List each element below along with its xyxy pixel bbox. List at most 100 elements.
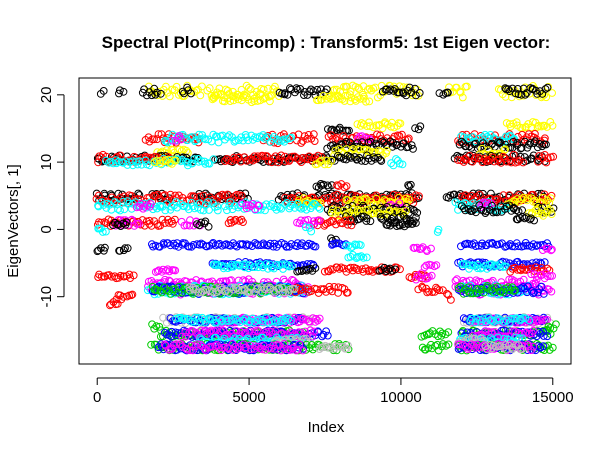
data-point-yellow [403, 83, 412, 92]
data-point-red [194, 138, 203, 147]
data-point-blue [185, 242, 194, 251]
data-point-gray [232, 284, 241, 293]
data-point-cyan [120, 205, 129, 214]
data-point-magenta [161, 275, 169, 284]
data-point-magenta [237, 327, 245, 336]
data-point-yellow [401, 207, 410, 215]
data-point-black [292, 84, 301, 92]
data-point-cyan [259, 131, 268, 139]
data-point-cyan [201, 160, 210, 168]
data-point-magenta [312, 315, 321, 323]
data-point-red [110, 272, 119, 281]
data-point-red [338, 219, 347, 228]
data-point-gray [290, 285, 299, 293]
data-point-yellow [365, 118, 373, 127]
data-point-cyan [315, 204, 324, 213]
data-point-gray [322, 343, 331, 352]
data-point-cyan [271, 318, 280, 327]
data-point-magenta [192, 276, 201, 284]
data-point-magenta [473, 340, 481, 349]
data-point-red [303, 134, 312, 143]
data-point-red [334, 289, 343, 297]
data-point-yellow [305, 199, 314, 208]
data-point-black [457, 137, 466, 146]
data-point-magenta [523, 340, 532, 349]
data-point-yellow [523, 194, 532, 203]
data-point-blue [173, 239, 182, 248]
data-point-red [168, 219, 177, 228]
data-point-green [147, 340, 156, 349]
data-point-green [427, 340, 435, 349]
data-point-black [101, 243, 109, 252]
data-point-magenta [417, 269, 426, 278]
data-point-yellow [171, 156, 180, 165]
data-point-red [330, 283, 339, 291]
data-point-cyan [229, 315, 238, 324]
data-point-red [269, 154, 278, 163]
data-point-cyan [151, 202, 160, 211]
data-point-black [474, 189, 483, 198]
data-point-black [453, 151, 462, 160]
data-point-yellow [545, 198, 554, 207]
data-point-black [446, 191, 455, 200]
data-point-blue [311, 242, 320, 251]
data-point-magenta [413, 271, 422, 280]
data-point-cyan [466, 261, 474, 270]
data-point-red [310, 137, 319, 146]
data-point-red [538, 139, 547, 148]
data-point-cyan [288, 262, 296, 271]
data-point-gray [159, 313, 168, 322]
data-point-yellow [405, 195, 413, 204]
x-tick-label: 5000 [232, 389, 265, 406]
data-point-cyan [191, 137, 199, 146]
data-point-black [405, 182, 414, 191]
data-point-black [197, 218, 206, 227]
data-point-red [157, 130, 166, 139]
data-point-red [264, 157, 273, 165]
data-point-cyan [287, 133, 296, 142]
data-point-cyan [187, 198, 196, 207]
data-point-yellow [403, 198, 411, 206]
data-point-yellow [210, 94, 218, 103]
data-point-red [231, 215, 240, 224]
data-point-black [345, 126, 353, 135]
data-point-cyan [205, 206, 213, 214]
data-point-cyan [270, 203, 279, 212]
data-point-green [166, 290, 175, 298]
data-point-cyan [196, 318, 205, 326]
data-point-red [341, 216, 350, 225]
data-point-cyan [525, 316, 534, 325]
data-point-cyan [212, 261, 221, 270]
data-point-cyan [521, 314, 530, 323]
data-point-red [347, 221, 356, 230]
data-point-blue [529, 289, 537, 298]
data-point-black [541, 85, 550, 93]
data-point-cyan [295, 203, 304, 211]
data-point-black [119, 246, 128, 255]
data-point-cyan [234, 136, 243, 145]
data-point-magenta [188, 327, 197, 336]
data-point-yellow [180, 92, 189, 100]
data-point-cyan [225, 317, 233, 326]
data-point-red [443, 289, 451, 298]
data-point-cyan [362, 253, 371, 262]
data-point-magenta [519, 275, 528, 284]
data-point-yellow [544, 83, 553, 91]
data-point-black [398, 220, 407, 229]
data-point-magenta [533, 272, 542, 280]
data-point-cyan [270, 316, 279, 325]
data-point-black [335, 153, 344, 162]
data-point-black [525, 140, 533, 149]
data-point-blue [535, 285, 543, 294]
data-point-magenta [529, 326, 538, 335]
data-point-black [283, 90, 292, 99]
data-point-gray [483, 345, 492, 354]
data-point-black [471, 139, 480, 148]
data-point-magenta [261, 346, 270, 354]
data-point-magenta [538, 246, 547, 255]
data-point-magenta [423, 247, 431, 256]
data-point-magenta [475, 343, 484, 352]
data-point-black [319, 180, 328, 189]
data-point-magenta [482, 198, 490, 207]
data-point-yellow [196, 91, 205, 100]
